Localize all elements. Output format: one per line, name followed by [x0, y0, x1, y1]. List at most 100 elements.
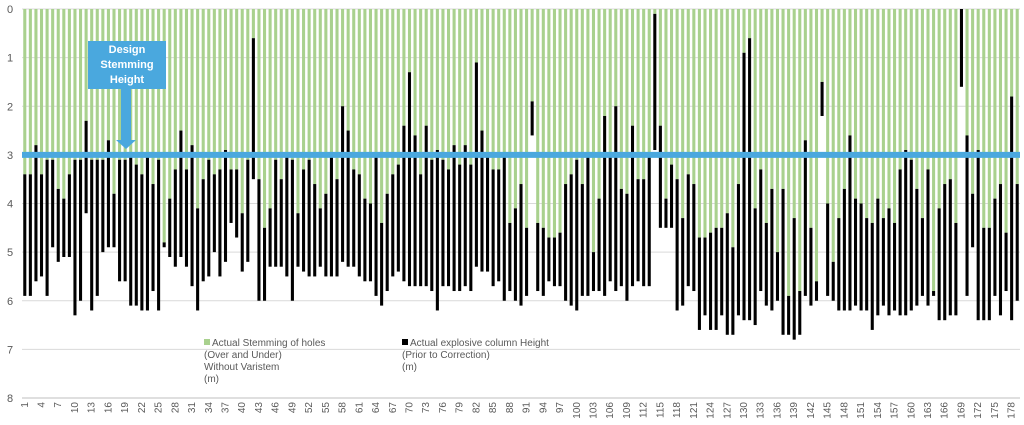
column-height-bar — [809, 227, 813, 306]
column-height-bar — [547, 237, 551, 282]
column-height-bar — [971, 193, 975, 248]
column-height-bar — [385, 193, 389, 292]
column-height-bar — [51, 159, 55, 248]
stemming-bar — [168, 9, 172, 199]
stemming-bar — [842, 9, 846, 189]
column-height-bar — [876, 198, 880, 316]
x-tick-label: 106 — [605, 402, 616, 419]
x-tick-label: 154 — [873, 402, 884, 419]
stemming-bar — [268, 9, 272, 209]
column-height-bar — [307, 159, 311, 277]
stemming-bar — [580, 9, 584, 185]
column-height-bar — [118, 159, 122, 282]
stemming-bar — [703, 9, 707, 238]
stemming-bar — [675, 9, 679, 180]
x-tick-label: 88 — [505, 402, 516, 414]
stemming-bar — [285, 9, 289, 155]
stemming-bar — [971, 9, 975, 194]
stemming-bar — [870, 9, 874, 223]
x-tick-label: 136 — [773, 402, 784, 419]
stemming-bar — [290, 9, 294, 160]
x-tick-label: 70 — [405, 402, 416, 414]
column-height-bar — [240, 213, 244, 272]
column-height-bar — [591, 252, 596, 292]
column-height-bar — [781, 188, 785, 335]
column-height-bar — [664, 198, 668, 228]
legend-swatch — [402, 339, 408, 345]
column-height-bar — [229, 169, 233, 223]
x-tick-label: 172 — [973, 402, 984, 419]
column-height-bar — [396, 164, 400, 272]
x-tick-label: 133 — [756, 402, 767, 419]
column-height-bar — [45, 159, 49, 296]
stemming-bar — [848, 9, 852, 136]
column-height-bar — [658, 125, 662, 228]
column-height-bar — [831, 261, 835, 301]
column-height-bar — [223, 150, 228, 262]
x-tick-label: 49 — [287, 402, 298, 414]
stemming-bar — [463, 9, 467, 146]
stemming-bar — [151, 9, 155, 185]
stemming-bar — [853, 9, 858, 199]
stemming-bar — [748, 9, 752, 39]
stemming-bar — [229, 9, 233, 170]
column-height-bar — [374, 154, 378, 296]
column-height-bar — [290, 159, 294, 301]
stemming-bar — [363, 9, 367, 199]
column-height-bar — [775, 252, 780, 301]
column-height-bar — [803, 140, 807, 296]
column-height-bar — [865, 218, 869, 311]
stemming-bar — [865, 9, 869, 219]
column-height-bar — [787, 295, 791, 335]
stemming-bar — [162, 9, 166, 243]
stemming-bar — [982, 9, 986, 228]
column-height-bar — [368, 203, 372, 282]
column-height-bar — [67, 174, 71, 257]
stemming-bar — [251, 9, 255, 39]
stemming-bar — [909, 9, 913, 160]
column-height-bar — [318, 208, 322, 267]
stemming-bar — [759, 9, 763, 170]
x-tick-label: 37 — [221, 402, 232, 414]
x-tick-label: 73 — [421, 402, 432, 414]
column-height-bar — [926, 169, 930, 306]
stemming-bar — [625, 9, 629, 194]
stemming-bar — [223, 9, 228, 151]
column-height-bar — [709, 232, 713, 330]
stemming-bar — [926, 9, 930, 170]
stemming-bar — [79, 9, 83, 160]
stemming-bar — [775, 9, 780, 253]
x-tick-label: 85 — [488, 402, 499, 414]
column-height-bar — [614, 106, 618, 292]
column-height-bar — [859, 203, 863, 311]
stemming-bar — [257, 9, 261, 180]
stemming-bar — [263, 9, 267, 228]
stemming-bar — [781, 9, 785, 189]
column-height-bar — [692, 184, 696, 292]
column-height-bar — [95, 159, 99, 296]
stemming-bar — [424, 9, 428, 126]
column-height-bar — [748, 38, 752, 321]
column-height-bar — [670, 164, 674, 228]
stemming-bar — [681, 9, 685, 219]
stemming-bar — [502, 9, 506, 155]
column-height-bar — [34, 145, 38, 282]
column-height-bar — [893, 222, 897, 311]
x-tick-label: 178 — [1007, 402, 1018, 419]
stemming-bar — [636, 9, 640, 180]
stemming-bar — [458, 9, 462, 165]
x-tick-label: 7 — [53, 402, 64, 408]
x-tick-label: 4 — [37, 402, 48, 408]
stemming-bar — [357, 9, 361, 175]
column-height-bar — [736, 184, 740, 316]
column-height-bar — [28, 174, 32, 296]
column-height-bar — [848, 135, 852, 311]
column-height-bar — [814, 281, 819, 301]
column-height-bar — [469, 164, 473, 292]
stemming-bar — [976, 9, 980, 151]
column-height-bars — [23, 9, 1019, 340]
column-height-bar — [948, 179, 952, 316]
stemming-bar — [196, 9, 200, 209]
column-height-bar — [402, 125, 406, 282]
column-height-bar — [251, 38, 255, 180]
